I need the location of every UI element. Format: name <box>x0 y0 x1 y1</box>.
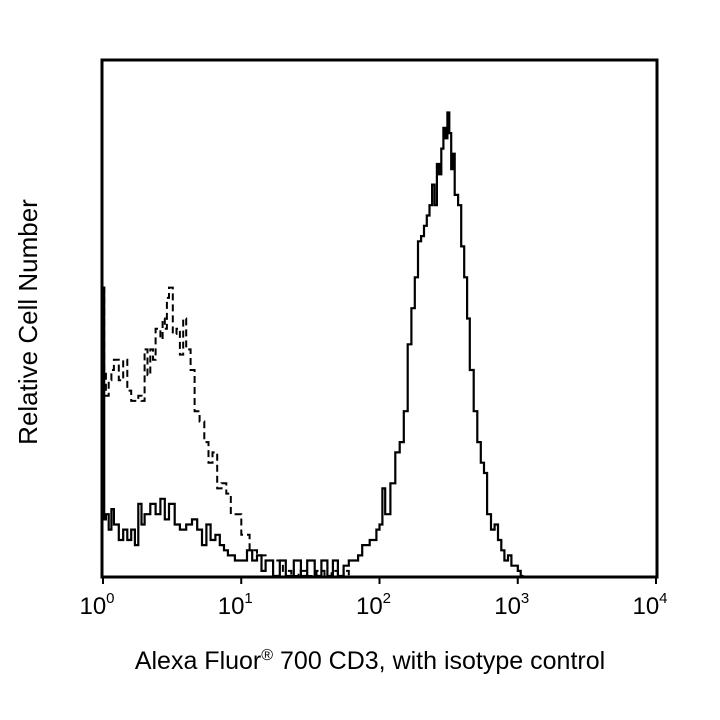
isotype-control-histogram-line <box>103 286 350 577</box>
series-layer <box>103 111 524 578</box>
x-tick-label: 102 <box>356 590 391 620</box>
x-axis-ticks: 100 101 102 103 104 <box>79 576 668 620</box>
y-axis-label: Relative Cell Number <box>13 199 43 445</box>
cd3-stained-histogram-line <box>103 111 524 578</box>
x-axis-label: Alexa Fluor® 700 CD3, with isotype contr… <box>135 647 605 675</box>
x-tick-label: 103 <box>494 590 529 620</box>
x-tick-label: 100 <box>79 590 114 620</box>
x-axis-label-registered-mark: ® <box>261 647 273 664</box>
x-tick-label: 104 <box>632 590 667 620</box>
x-tick-label: 101 <box>218 590 253 620</box>
x-axis-label-main: Alexa Fluor <box>135 647 261 675</box>
x-axis-label-rest: 700 CD3, with isotype control <box>273 647 605 675</box>
